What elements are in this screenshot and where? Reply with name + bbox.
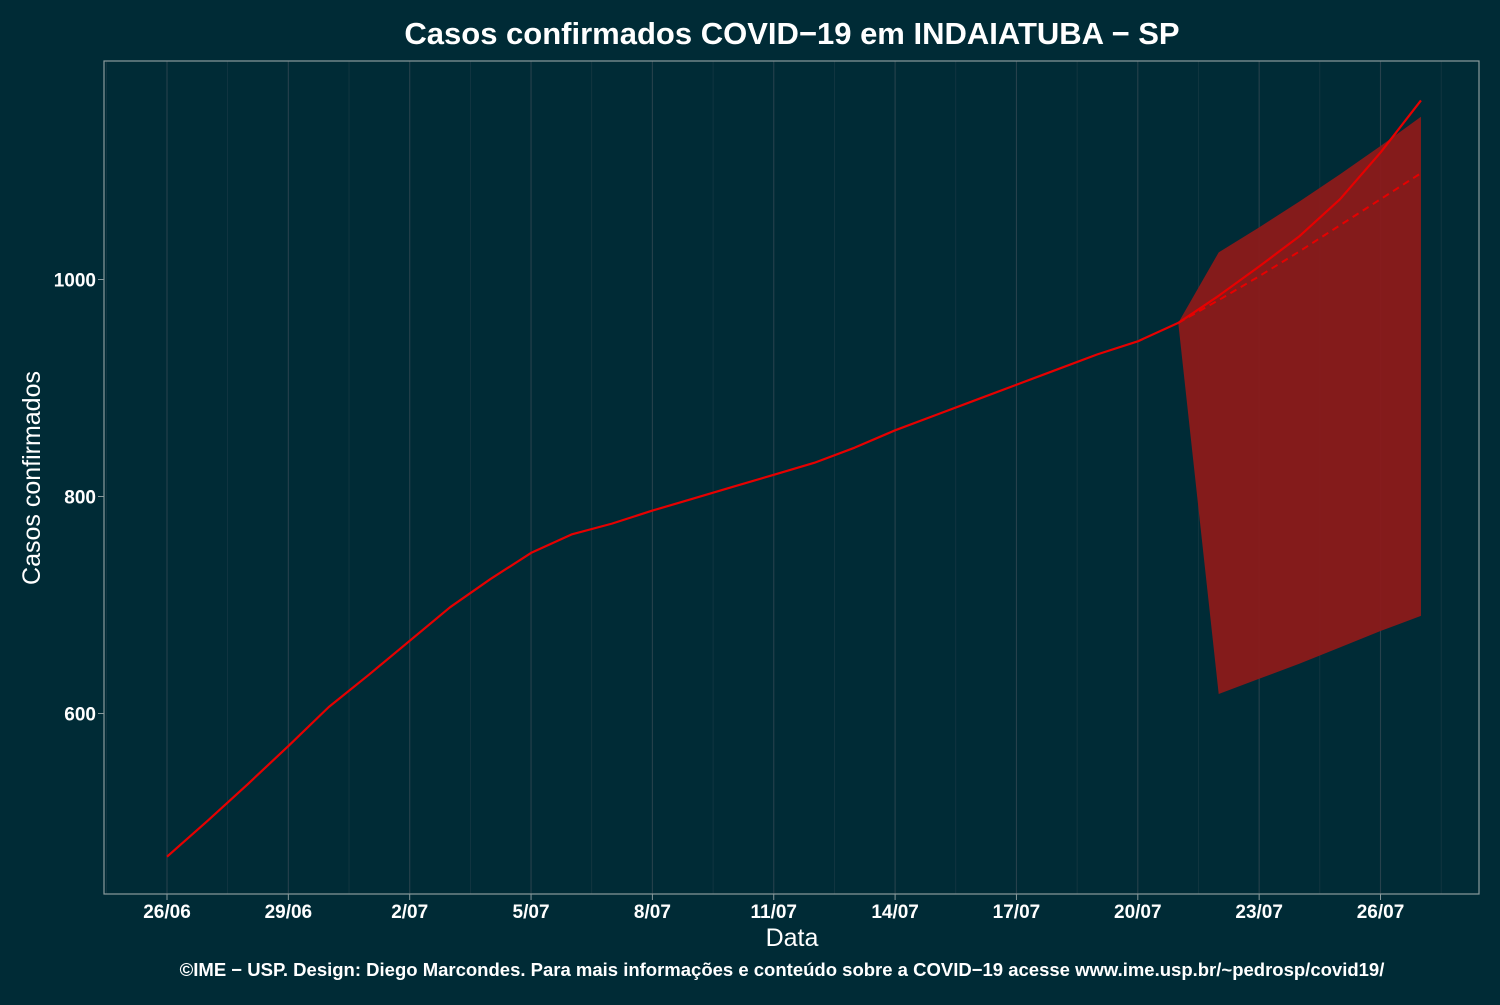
x-tick-label: 26/07 <box>1357 902 1405 923</box>
y-axis-label: Casos confirmados <box>18 371 46 585</box>
x-tick-label: 17/07 <box>993 902 1041 923</box>
forecast-band-layer <box>1178 116 1421 694</box>
x-axis-label: Data <box>766 924 819 952</box>
x-tick-label: 8/07 <box>634 902 671 923</box>
y-tick-label: 600 <box>64 705 96 726</box>
series-lines <box>166 99 1422 858</box>
y-tick-label: 1000 <box>54 271 96 292</box>
forecast-projection-line <box>1177 99 1422 324</box>
forecast-interval-band <box>1178 116 1421 694</box>
plot-border <box>103 60 1480 895</box>
chart-title: Casos confirmados COVID−19 em INDAIATUBA… <box>404 16 1179 51</box>
x-tick-label: 29/06 <box>265 902 313 923</box>
x-tick-label: 2/07 <box>391 902 428 923</box>
observed-cases-line <box>166 321 1179 858</box>
x-tick-label: 11/07 <box>751 902 798 923</box>
x-tick-label: 14/07 <box>871 902 919 923</box>
x-tick-label: 5/07 <box>513 902 550 923</box>
chart-caption: ©IME − USP. Design: Diego Marcondes. Par… <box>180 959 1385 980</box>
x-axis-ticks: 26/06 29/06 2/07 5/07 8/07 11/07 14/07 17/07 20/… <box>143 894 1404 923</box>
x-tick-label: 23/07 <box>1235 902 1283 923</box>
y-tick-label: 800 <box>64 488 96 509</box>
x-tick-label: 26/06 <box>143 902 191 923</box>
y-axis-ticks: 600 800 1000 <box>54 271 104 726</box>
x-tick-label: 20/07 <box>1114 902 1162 923</box>
